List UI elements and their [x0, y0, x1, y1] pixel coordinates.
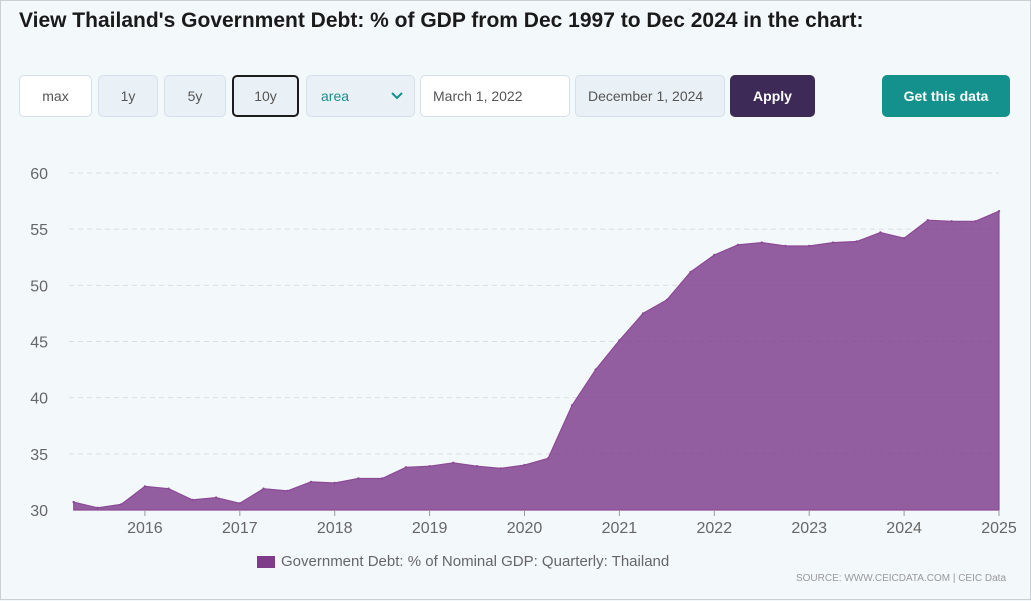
- range-1y-button[interactable]: 1y: [98, 75, 158, 117]
- y-tick-label: 40: [30, 391, 48, 408]
- source-credit: SOURCE: WWW.CEICDATA.COM | CEIC Data: [795, 573, 1006, 584]
- page-title: View Thailand's Government Debt: % of GD…: [19, 9, 864, 32]
- data-point: [713, 253, 716, 257]
- y-tick-label: 35: [30, 447, 48, 464]
- x-tick-label: 2017: [222, 520, 258, 537]
- data-point: [143, 485, 147, 488]
- data-point: [665, 298, 669, 302]
- chart-legend[interactable]: Government Debt: % of Nominal GDP: Quart…: [257, 553, 669, 570]
- x-tick-label: 2024: [886, 520, 922, 537]
- data-point: [191, 498, 194, 502]
- data-point: [452, 461, 455, 464]
- data-point: [831, 241, 835, 244]
- date-to-input[interactable]: December 1, 2024: [575, 75, 725, 117]
- range-5y-button[interactable]: 5y: [164, 75, 226, 117]
- data-point: [808, 244, 811, 248]
- get-this-data-button[interactable]: Get this data: [882, 75, 1010, 117]
- data-point: [950, 220, 953, 223]
- apply-button[interactable]: Apply: [730, 75, 815, 117]
- data-point: [784, 244, 787, 248]
- chart-controls: max 1y 5y 10y area March 1, 2022 Decembe…: [1, 1, 1030, 121]
- data-point: [96, 506, 99, 509]
- data-point: [902, 237, 906, 240]
- data-point: [974, 220, 977, 223]
- x-tick-label: 2025: [981, 520, 1017, 537]
- x-tick-label: 2016: [127, 520, 163, 537]
- data-point: [404, 466, 408, 469]
- data-point: [357, 477, 360, 480]
- x-tick-label: 2022: [697, 520, 733, 537]
- x-tick-label: 2018: [317, 520, 353, 537]
- data-point: [72, 500, 75, 504]
- data-point: [997, 210, 1001, 213]
- data-point: [736, 243, 740, 247]
- date-from-input[interactable]: March 1, 2022: [420, 75, 570, 117]
- legend-swatch: [257, 555, 275, 568]
- data-point: [381, 477, 384, 480]
- x-axis-ticks: 2016 2017 2018 2019 2020 2021 2022 2023 2024 2025: [127, 510, 1017, 537]
- data-point: [760, 241, 763, 244]
- y-tick-label: 30: [30, 503, 48, 520]
- y-axis-ticks: 30 35 40 45 50 55 60: [30, 166, 48, 520]
- data-point: [594, 368, 597, 371]
- chevron-down-icon: [391, 92, 403, 100]
- range-10y-button[interactable]: 10y: [232, 75, 299, 117]
- x-tick-label: 2021: [602, 520, 638, 537]
- data-point: [689, 270, 692, 274]
- data-point: [570, 404, 574, 407]
- range-max-button[interactable]: max: [19, 75, 92, 117]
- data-point: [499, 467, 502, 470]
- chart-type-select[interactable]: area: [306, 75, 415, 117]
- data-point: [523, 463, 526, 467]
- x-tick-label: 2019: [412, 520, 448, 537]
- y-tick-label: 45: [30, 335, 48, 352]
- data-point: [214, 496, 218, 499]
- legend-label: Government Debt: % of Nominal GDP: Quart…: [281, 553, 670, 570]
- data-point: [286, 489, 289, 493]
- series-area: [73, 210, 1000, 511]
- data-point: [333, 481, 336, 485]
- data-point: [879, 231, 882, 234]
- area-layer: [72, 210, 1001, 511]
- data-point: [120, 503, 123, 506]
- x-tick-label: 2023: [791, 520, 827, 537]
- data-point: [641, 312, 645, 315]
- data-point: [428, 465, 431, 468]
- y-tick-label: 60: [30, 166, 48, 183]
- data-point: [309, 480, 313, 484]
- data-point: [238, 502, 241, 505]
- data-point: [262, 487, 265, 490]
- y-tick-label: 55: [30, 222, 48, 239]
- data-point: [855, 240, 858, 243]
- data-point: [475, 465, 479, 468]
- y-tick-label: 50: [30, 278, 48, 295]
- data-point: [547, 457, 550, 460]
- x-tick-label: 2020: [507, 520, 543, 537]
- chart-type-value: area: [321, 88, 350, 104]
- data-point: [167, 487, 170, 490]
- data-point: [926, 219, 929, 222]
- data-point: [618, 339, 621, 342]
